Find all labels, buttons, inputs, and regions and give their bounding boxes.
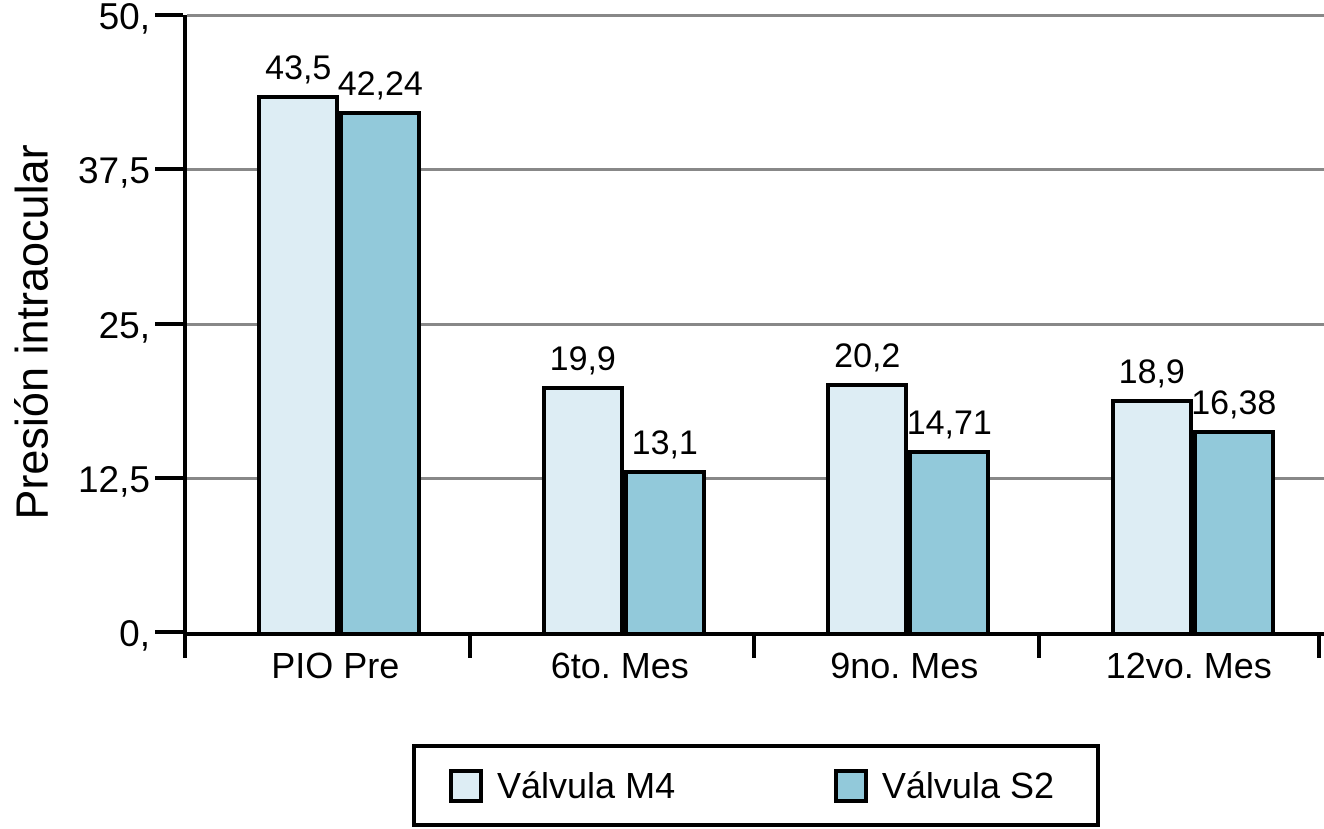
bar-v-lvula-s2 [623,470,706,632]
bar-v-lvula-m4 [826,383,909,632]
x-tick [183,634,187,658]
bar-v-lvula-m4 [541,386,624,632]
bar-v-lvula-s2 [908,450,991,632]
value-label: 13,1 [631,424,698,462]
value-label: 19,9 [549,340,616,378]
x-tick [752,634,756,658]
legend-swatch-m4-icon [449,768,483,803]
legend: Válvula M4 Válvula S2 [412,744,1100,827]
y-tick-label: 0, [119,613,150,654]
gridline [187,476,1324,480]
y-tick-label: 37,5 [77,150,150,192]
y-tick [155,167,183,172]
bar-v-lvula-s2 [1192,430,1275,632]
y-tick [155,13,183,17]
category-label: PIO Pre [271,645,400,686]
gridline [187,168,1324,172]
bar-v-lvula-s2 [339,111,422,632]
y-tick [155,475,183,480]
legend-item-valvula-s2: Válvula S2 [833,764,1054,806]
category-label: 12vo. Mes [1105,645,1272,686]
category-label: 9no. Mes [830,645,979,686]
value-label: 43,5 [265,49,332,87]
legend-label-s2: Válvula S2 [881,764,1054,806]
gridline [187,322,1324,326]
legend-label-m4: Válvula M4 [497,764,676,806]
y-tick-label: 12,5 [77,458,150,500]
bar-v-lvula-m4 [257,95,340,632]
y-tick [155,630,183,634]
x-tick [1317,634,1321,658]
category-label: 6to. Mes [550,645,689,686]
value-label: 14,71 [906,404,992,442]
value-label: 16,38 [1191,384,1277,422]
value-label: 42,24 [337,65,423,103]
legend-swatch-s2-icon [833,768,868,803]
x-tick [1036,634,1041,658]
y-tick [155,321,183,326]
y-tick-label: 50, [98,0,150,37]
value-label: 20,2 [834,337,901,375]
value-label: 18,9 [1118,353,1185,391]
y-tick-label: 25, [98,304,150,346]
gridline [187,14,1324,17]
plot-area: 43,5 42,24 19,9 13,1 20,2 14,71 18,9 16,38 [183,14,1324,636]
x-tick [467,634,472,658]
legend-item-valvula-m4: Válvula M4 [449,764,676,806]
bar-v-lvula-m4 [1110,399,1193,632]
